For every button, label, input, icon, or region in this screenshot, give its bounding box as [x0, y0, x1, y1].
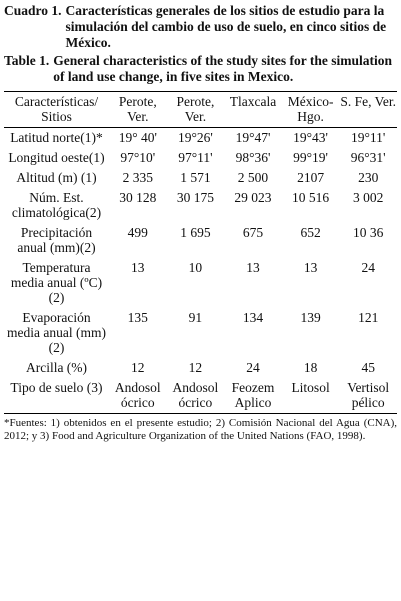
cell: 121 [358, 310, 379, 325]
header-cell: Perote, Ver. [118, 94, 157, 124]
row-label: Temperatura media anual (ºC)(2) [10, 260, 103, 305]
row-label: Precipitación anual (mm)(2) [17, 225, 96, 255]
cell: 675 [242, 225, 264, 240]
cell: 1 695 [180, 225, 211, 240]
cell: Feozem Aplico [231, 380, 275, 410]
header-cell: S. Fe, Ver. [340, 94, 397, 109]
cell: 2 500 [237, 170, 269, 185]
header-row: Características/ Sitios Perote, Ver. Perot… [4, 91, 397, 128]
table-row: Núm. Est. climatológica(2) 30 128 30 175 29… [4, 188, 397, 223]
row-label: Altitud (m) (1) [16, 170, 97, 185]
row-label: Núm. Est. climatológica(2) [11, 190, 102, 220]
cell: 19°43' [293, 130, 328, 145]
page: Cuadro 1. Características generales de l… [0, 3, 401, 601]
cell: 19°47' [235, 130, 271, 145]
table-header: Características/ Sitios Perote, Ver. Perot… [4, 91, 397, 128]
cell: 19° 40' [118, 130, 157, 145]
cell: 97°10' [120, 150, 156, 165]
caption-es: Cuadro 1. Características generales de l… [0, 3, 401, 51]
cell: 13 [246, 260, 260, 275]
header-cell: Características/ Sitios [14, 94, 99, 124]
caption-label: Cuadro 1. [4, 3, 62, 18]
row-label: Latitud norte(1)* [10, 130, 103, 145]
cell: 13 [131, 260, 145, 275]
cell: Vertisol pélico [347, 380, 390, 410]
cell: Litosol [291, 380, 330, 395]
cell: 91 [188, 310, 203, 325]
row-label: Evaporación media anual (mm)(2) [7, 310, 106, 355]
cell: 97°11' [178, 150, 213, 165]
table-row: Precipitación anual (mm)(2) 499 1 695 675 65… [4, 223, 397, 258]
cell: 2 335 [122, 170, 153, 185]
cell: 45 [361, 360, 375, 375]
cell: 10 516 [292, 190, 330, 205]
caption-label: Table 1. [4, 53, 50, 68]
cell: 134 [242, 310, 264, 325]
cell: 30 128 [119, 190, 157, 205]
table-body: Latitud norte(1)* 19° 40' 19°26' 19°47' 19°4… [4, 128, 397, 414]
row-label: Arcilla (%) [25, 360, 88, 375]
cell: 30 175 [176, 190, 214, 205]
cell: Andosol ócrico [172, 380, 219, 410]
cell: 12 [188, 360, 203, 375]
cell: 96°31' [350, 150, 386, 165]
cell: 10 36 [353, 225, 384, 240]
cell: 19°11' [351, 130, 386, 145]
table: Características/ Sitios Perote, Ver. Perot… [4, 91, 397, 414]
cell: 29 023 [234, 190, 272, 205]
cell: 12 [131, 360, 145, 375]
cell: Andosol ócrico [114, 380, 161, 410]
cell: 99°19' [293, 150, 328, 165]
caption-text: Características generales de los sitios … [65, 3, 387, 50]
table-row: Altitud (m) (1) 2 335 1 571 2 500 2107 230 [4, 168, 397, 188]
table-row: Tipo de suelo (3) Andosol ócrico Andosol ó… [4, 378, 397, 414]
cell: 2107 [297, 170, 325, 185]
cell: 98°36' [235, 150, 271, 165]
header-cell: México-Hgo. [287, 94, 334, 124]
cell: 139 [300, 310, 321, 325]
cell: 24 [361, 260, 375, 275]
cell: 10 [188, 260, 203, 275]
header-cell: Perote, Ver. [176, 94, 215, 124]
table-row: Temperatura media anual (ºC)(2) 13 10 13 13 2… [4, 258, 397, 308]
cell: 1 571 [180, 170, 211, 185]
caption-en: Table 1. General characteristics of the … [0, 53, 401, 85]
table-row: Latitud norte(1)* 19° 40' 19°26' 19°47' 19°4… [4, 128, 397, 149]
header-cell: Tlaxcala [229, 94, 277, 109]
cell: 18 [303, 360, 318, 375]
cell: 24 [246, 360, 260, 375]
footnote: *Fuentes: 1) obtenidos en el presente es… [4, 417, 397, 442]
cell: 19°26' [177, 130, 213, 145]
table-row: Longitud oeste(1) 97°10' 97°11' 98°36' 99°19… [4, 148, 397, 168]
cell: 652 [300, 225, 321, 240]
cell: 135 [127, 310, 148, 325]
row-label: Tipo de suelo (3) [10, 380, 103, 395]
cell: 3 002 [353, 190, 384, 205]
table-row: Arcilla (%) 12 12 24 18 45 [4, 358, 397, 378]
caption-text: General characteristics of the study sit… [53, 53, 392, 84]
cell: 13 [303, 260, 318, 275]
cell: 499 [127, 225, 148, 240]
cell: 230 [358, 170, 379, 185]
table-row: Evaporación media anual (mm)(2) 135 91 134 1… [4, 308, 397, 358]
row-label: Longitud oeste(1) [8, 150, 105, 165]
